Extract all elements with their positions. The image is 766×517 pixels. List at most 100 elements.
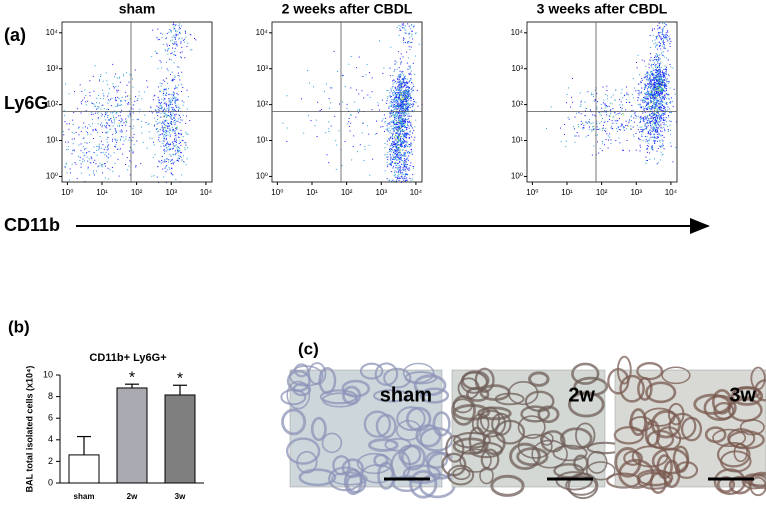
event-dot <box>170 40 171 41</box>
event-dot <box>394 170 395 171</box>
event-dot <box>650 134 651 135</box>
event-dot <box>650 98 651 99</box>
event-dot <box>406 150 407 151</box>
event-dot <box>675 147 676 148</box>
event-dot <box>656 132 657 133</box>
x-tick-label: 10⁴ <box>200 188 213 197</box>
event-dot <box>409 87 410 88</box>
event-dot <box>407 133 408 134</box>
event-dot <box>606 114 607 115</box>
event-dot <box>155 51 156 52</box>
event-dot <box>398 105 399 106</box>
event-dot <box>641 92 642 93</box>
event-dot <box>115 128 116 129</box>
event-dot <box>658 60 659 61</box>
event-dot <box>114 121 115 122</box>
event-dot <box>650 47 651 48</box>
event-dot <box>629 121 630 122</box>
event-dot <box>397 136 398 137</box>
event-dot <box>129 151 130 152</box>
event-dot <box>183 136 184 137</box>
event-dot <box>180 145 181 146</box>
bar <box>165 395 195 483</box>
event-dot <box>396 160 397 161</box>
event-dot <box>655 137 656 138</box>
event-dot <box>650 121 651 122</box>
event-dot <box>403 180 404 181</box>
event-dot <box>652 129 653 130</box>
event-dot <box>176 121 177 122</box>
event-dot <box>395 167 396 168</box>
event-dot <box>664 114 665 115</box>
event-dot <box>621 125 622 126</box>
event-dot <box>184 57 185 58</box>
event-dot <box>123 144 124 145</box>
event-dot <box>667 39 668 40</box>
event-dot <box>404 147 405 148</box>
event-dot <box>398 93 399 94</box>
event-dot <box>657 63 658 64</box>
event-dot <box>662 30 663 31</box>
event-dot <box>98 108 99 109</box>
event-dot <box>115 74 116 75</box>
event-dot <box>405 113 406 114</box>
event-dot <box>398 168 399 169</box>
event-dot <box>658 125 659 126</box>
event-dot <box>594 101 595 102</box>
event-dot <box>657 74 658 75</box>
event-dot <box>187 147 188 148</box>
event-dot <box>407 97 408 98</box>
event-dot <box>387 144 388 145</box>
event-dot <box>645 117 646 118</box>
event-dot <box>406 52 407 53</box>
event-dot <box>573 126 574 127</box>
event-dot <box>175 154 176 155</box>
event-dot <box>89 142 90 143</box>
event-dot <box>80 84 81 85</box>
event-dot <box>595 90 596 91</box>
event-dot <box>93 129 94 130</box>
event-dot <box>384 121 385 122</box>
event-dot <box>666 93 667 94</box>
event-dot <box>655 47 656 48</box>
event-dot <box>115 130 116 131</box>
event-dot <box>173 62 174 63</box>
event-dot <box>110 156 111 157</box>
event-dot <box>403 108 404 109</box>
event-dot <box>582 128 583 129</box>
event-dot <box>165 130 166 131</box>
event-dot <box>181 25 182 26</box>
event-dot <box>165 50 166 51</box>
event-dot <box>84 149 85 150</box>
event-dot <box>175 98 176 99</box>
event-dot <box>602 118 603 119</box>
event-dot <box>90 163 91 164</box>
event-dot <box>403 167 404 168</box>
event-dot <box>167 143 168 144</box>
event-dot <box>133 126 134 127</box>
event-dot <box>670 103 671 104</box>
event-dot <box>412 106 413 107</box>
event-dot <box>402 82 403 83</box>
event-dot <box>76 132 77 133</box>
event-dot <box>176 87 177 88</box>
event-dot <box>403 174 404 175</box>
event-dot <box>113 116 114 117</box>
event-dot <box>398 97 399 98</box>
event-dot <box>666 84 667 85</box>
event-dot <box>640 150 641 151</box>
event-dot <box>161 102 162 103</box>
event-dot <box>162 143 163 144</box>
event-dot <box>404 176 405 177</box>
event-dot <box>172 129 173 130</box>
event-dot <box>396 165 397 166</box>
event-dot <box>407 169 408 170</box>
event-dot <box>169 154 170 155</box>
event-dot <box>112 64 113 65</box>
event-dot <box>144 92 145 93</box>
event-dot <box>169 45 170 46</box>
event-dot <box>621 114 622 115</box>
event-dot <box>411 144 412 145</box>
event-dot <box>659 27 660 28</box>
event-dot <box>93 152 94 153</box>
